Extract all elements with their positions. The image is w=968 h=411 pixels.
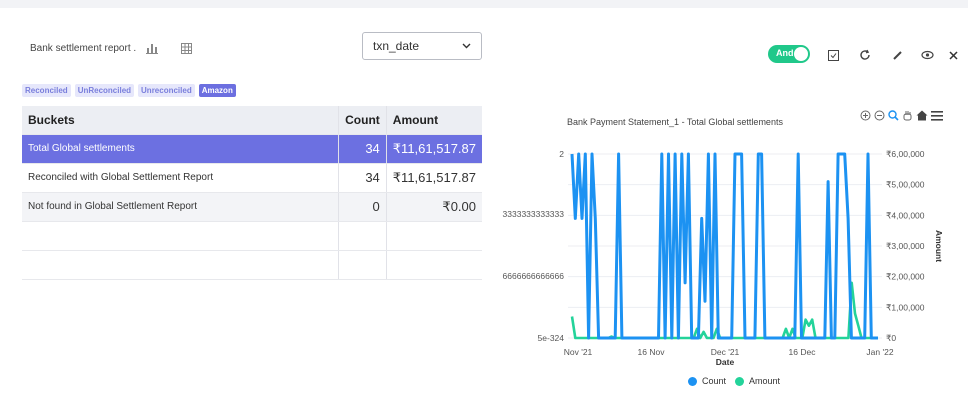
zoom-out-icon[interactable] <box>874 110 885 121</box>
y-left-tick-label: 6666666666666 <box>503 271 565 281</box>
and-or-toggle[interactable]: And <box>768 45 810 63</box>
legend-amount-marker <box>735 376 745 386</box>
report-title-row: Bank settlement report . <box>30 40 194 56</box>
col-count[interactable]: Count <box>338 106 387 135</box>
y-right-tick-label: ₹1,00,000 <box>886 302 925 312</box>
zoom-in-icon[interactable] <box>860 110 871 121</box>
chart-title: Bank Payment Statement_1 - Total Global … <box>567 117 783 127</box>
table-icon[interactable] <box>178 40 194 56</box>
top-strip <box>0 0 968 8</box>
legend-count-marker <box>688 376 697 386</box>
y-left-tick-label: 2 <box>559 149 564 159</box>
legend-count[interactable]: Count <box>702 376 727 386</box>
chip-unreconciled-a[interactable]: UnReconciled <box>74 84 135 97</box>
amount-cell: ₹0.00 <box>385 192 482 222</box>
menu-icon[interactable] <box>931 110 943 121</box>
empty-row <box>22 221 482 251</box>
y-right-tick-label: ₹4,00,000 <box>886 210 925 220</box>
y-right-tick-label: ₹5,00,000 <box>886 180 925 190</box>
x-tick-label: Nov '21 <box>564 347 593 357</box>
col-buckets[interactable]: Buckets <box>22 106 339 135</box>
y-right-axis-title: Amount <box>934 230 944 262</box>
chart-series <box>570 152 878 340</box>
amount-cell: ₹11,61,517.87 <box>385 134 482 164</box>
y-left-tick-label: 5e-324 <box>538 333 565 343</box>
series-count-line <box>570 152 878 340</box>
y-right-tick-label: ₹6,00,000 <box>886 149 925 159</box>
table-row[interactable]: Total Global settlements 34 ₹11,61,517.8… <box>22 134 482 164</box>
report-title: Bank settlement report . <box>30 42 137 54</box>
toggle-label: And <box>776 48 794 58</box>
bucket-cell: Reconciled with Global Settlement Report <box>22 163 339 193</box>
x-tick-label: Dec '21 <box>711 347 740 357</box>
group-by-select[interactable]: txn_date <box>362 32 482 60</box>
buckets-table: Buckets Count Amount Total Global settle… <box>22 106 482 280</box>
x-axis-title: Date <box>716 357 735 367</box>
empty-row <box>22 250 482 280</box>
magnifier-icon[interactable] <box>888 110 899 121</box>
legend-amount[interactable]: Amount <box>749 376 781 386</box>
bar-chart-icon[interactable] <box>144 40 160 56</box>
home-icon[interactable] <box>916 110 928 121</box>
chart-axis-labels: ₹6,00,000 ₹5,00,000 ₹4,00,000 ₹3,00,000 ₹2,0… <box>503 149 944 367</box>
chip-amazon[interactable]: Amazon <box>198 84 236 97</box>
y-right-tick-label: ₹3,00,000 <box>886 241 925 251</box>
bucket-cell: Not found in Global Settlement Report <box>22 192 339 222</box>
refresh-icon[interactable] <box>858 48 872 62</box>
x-tick-label: 16 Dec <box>789 347 817 357</box>
checkbox-icon[interactable] <box>826 48 840 62</box>
close-icon[interactable] <box>946 48 960 62</box>
bucket-cell: Total Global settlements <box>22 134 339 164</box>
x-tick-label: Jan '22 <box>866 347 893 357</box>
table-row[interactable]: Not found in Global Settlement Report 0 … <box>22 192 482 222</box>
count-cell: 34 <box>338 134 387 164</box>
edit-icon[interactable] <box>890 48 904 62</box>
amount-cell: ₹11,61,517.87 <box>385 163 482 193</box>
chart-legend: Count Amount <box>688 376 780 386</box>
y-right-tick-label: ₹0 <box>886 333 896 343</box>
chip-unreconciled-b[interactable]: Unreconciled <box>138 84 195 97</box>
pan-hand-icon[interactable] <box>902 110 913 121</box>
filter-chips: Reconciled UnReconciled Unreconciled Ama… <box>22 84 236 97</box>
line-chart: ₹6,00,000 ₹5,00,000 ₹4,00,000 ₹3,00,000 ₹2,0… <box>503 149 944 367</box>
toggle-knob <box>794 47 808 61</box>
eye-icon[interactable] <box>920 48 934 62</box>
chart-toolbar <box>860 110 943 121</box>
table-row[interactable]: Reconciled with Global Settlement Report… <box>22 163 482 193</box>
y-right-tick-label: ₹2,00,000 <box>886 272 925 282</box>
count-cell: 0 <box>338 192 387 222</box>
y-left-tick-label: 3333333333333 <box>503 209 565 219</box>
group-by-value: txn_date <box>373 39 420 53</box>
chevron-down-icon <box>462 43 471 49</box>
col-amount[interactable]: Amount <box>385 106 482 135</box>
chip-reconciled[interactable]: Reconciled <box>22 84 71 97</box>
x-tick-label: 16 Nov <box>638 347 666 357</box>
table-header-row: Buckets Count Amount <box>22 106 482 135</box>
count-cell: 34 <box>338 163 387 193</box>
